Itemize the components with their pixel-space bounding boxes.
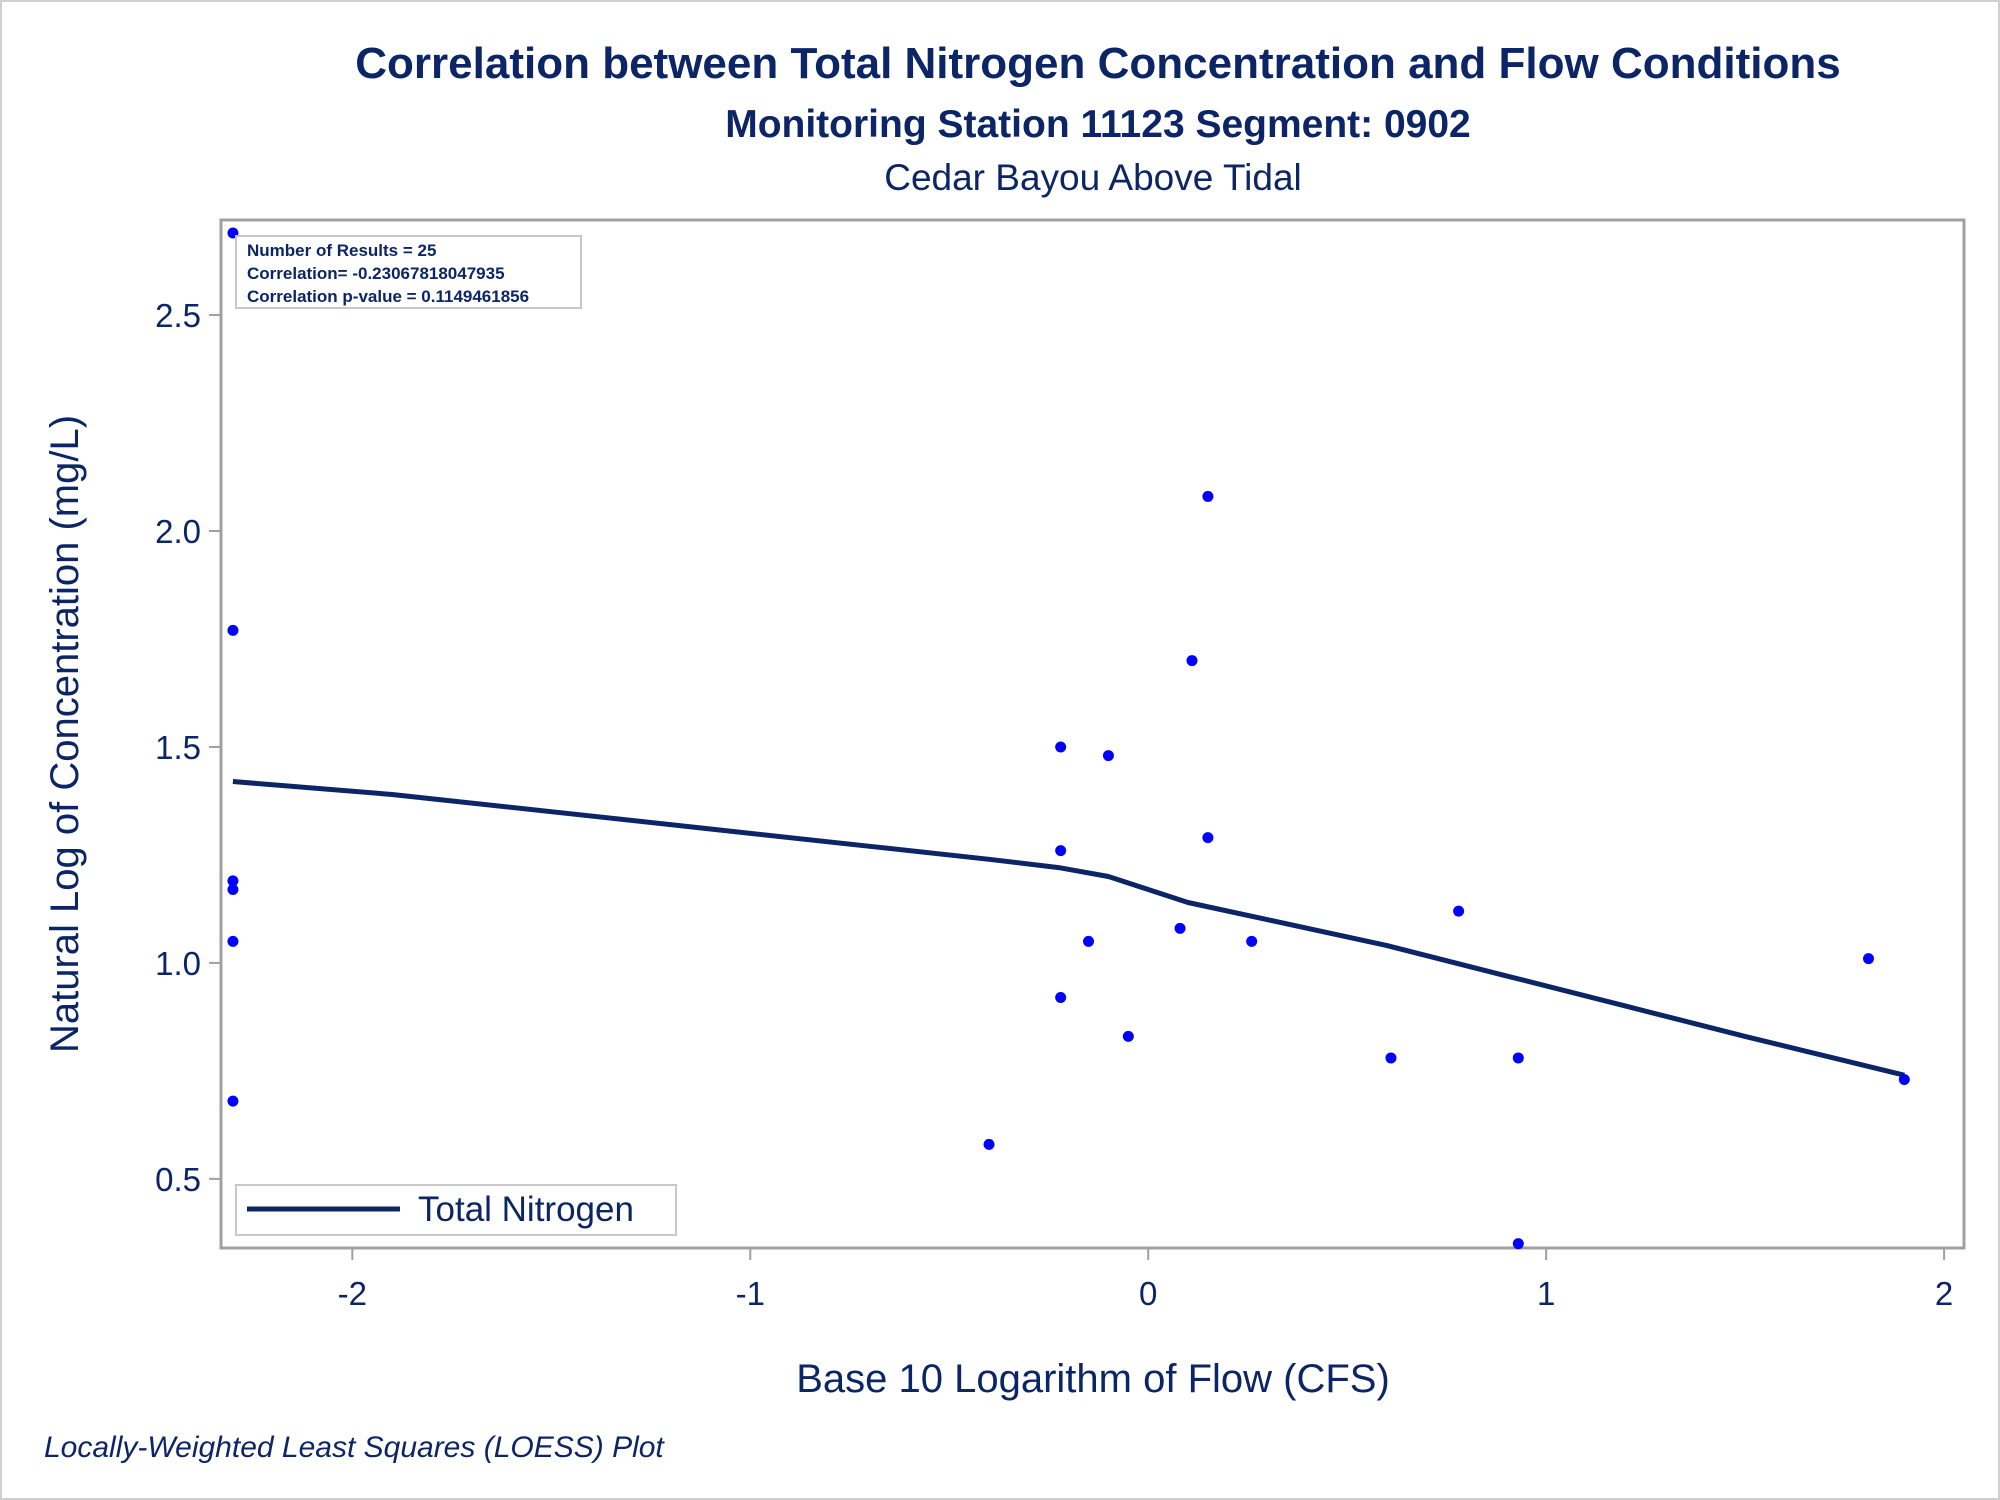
chart-subtitle-2: Cedar Bayou Above Tidal	[884, 157, 1302, 198]
chart-subtitle: Monitoring Station 11123 Segment: 0902	[725, 103, 1471, 146]
data-point	[1055, 741, 1067, 753]
data-point	[1186, 655, 1198, 667]
data-point	[1202, 490, 1214, 502]
data-point	[1898, 1074, 1910, 1086]
x-axis: -2 -1 0 1 2	[338, 1248, 1953, 1312]
x-axis-label: Base 10 Logarithm of Flow (CFS)	[796, 1357, 1390, 1401]
y-tick-label: 2.5	[155, 297, 201, 334]
data-point	[1246, 935, 1258, 947]
data-point	[1174, 922, 1186, 934]
x-tick-label: 0	[1139, 1275, 1157, 1312]
data-point	[227, 935, 239, 947]
footnote: Locally-Weighted Least Squares (LOESS) P…	[44, 1431, 665, 1464]
data-point	[1055, 845, 1067, 857]
data-point	[1862, 953, 1874, 965]
stats-count: Number of Results = 25	[247, 241, 436, 260]
stats-correlation: Correlation= -0.23067818047935	[247, 264, 505, 283]
series-line-total-nitrogen	[232, 779, 1905, 1078]
x-tick-label: 1	[1537, 1275, 1555, 1312]
data-point	[983, 1138, 995, 1150]
y-tick-label: 1.5	[155, 729, 201, 766]
data-points-layer	[227, 227, 1910, 1250]
x-tick-label: -1	[736, 1275, 765, 1312]
stats-p-value: Correlation p-value = 0.1149461856	[247, 287, 529, 306]
data-point	[227, 875, 239, 887]
plot-area	[219, 218, 1966, 1250]
data-point	[1055, 991, 1067, 1003]
y-axis-label: Natural Log of Concentration (mg/L)	[43, 415, 87, 1053]
data-point	[227, 883, 239, 895]
y-tick-label: 0.5	[155, 1161, 201, 1198]
data-point	[1102, 750, 1114, 762]
legend: Total Nitrogen	[235, 1184, 677, 1236]
legend-label-total-nitrogen: Total Nitrogen	[418, 1190, 634, 1229]
data-point	[1122, 1030, 1134, 1042]
chart-title: Correlation between Total Nitrogen Conce…	[355, 39, 1840, 88]
data-point	[1453, 905, 1465, 917]
y-tick-label: 1.0	[155, 945, 201, 982]
stats-inset-box	[235, 235, 582, 309]
data-point	[227, 624, 239, 636]
loess-line-layer	[232, 779, 1905, 1078]
data-point	[227, 1095, 239, 1107]
data-point	[1385, 1052, 1397, 1064]
data-point	[1202, 832, 1214, 844]
stats-inset: Number of Results = 25 Correlation= -0.2…	[235, 235, 582, 309]
x-tick-label: 2	[1935, 1275, 1953, 1312]
data-point	[1512, 1052, 1524, 1064]
y-tick-label: 2.0	[155, 513, 201, 550]
x-tick-label: -2	[338, 1275, 367, 1312]
data-point	[1083, 935, 1095, 947]
data-point	[1512, 1238, 1524, 1250]
y-axis: 0.5 1.0 1.5 2.0 2.5	[155, 297, 221, 1198]
